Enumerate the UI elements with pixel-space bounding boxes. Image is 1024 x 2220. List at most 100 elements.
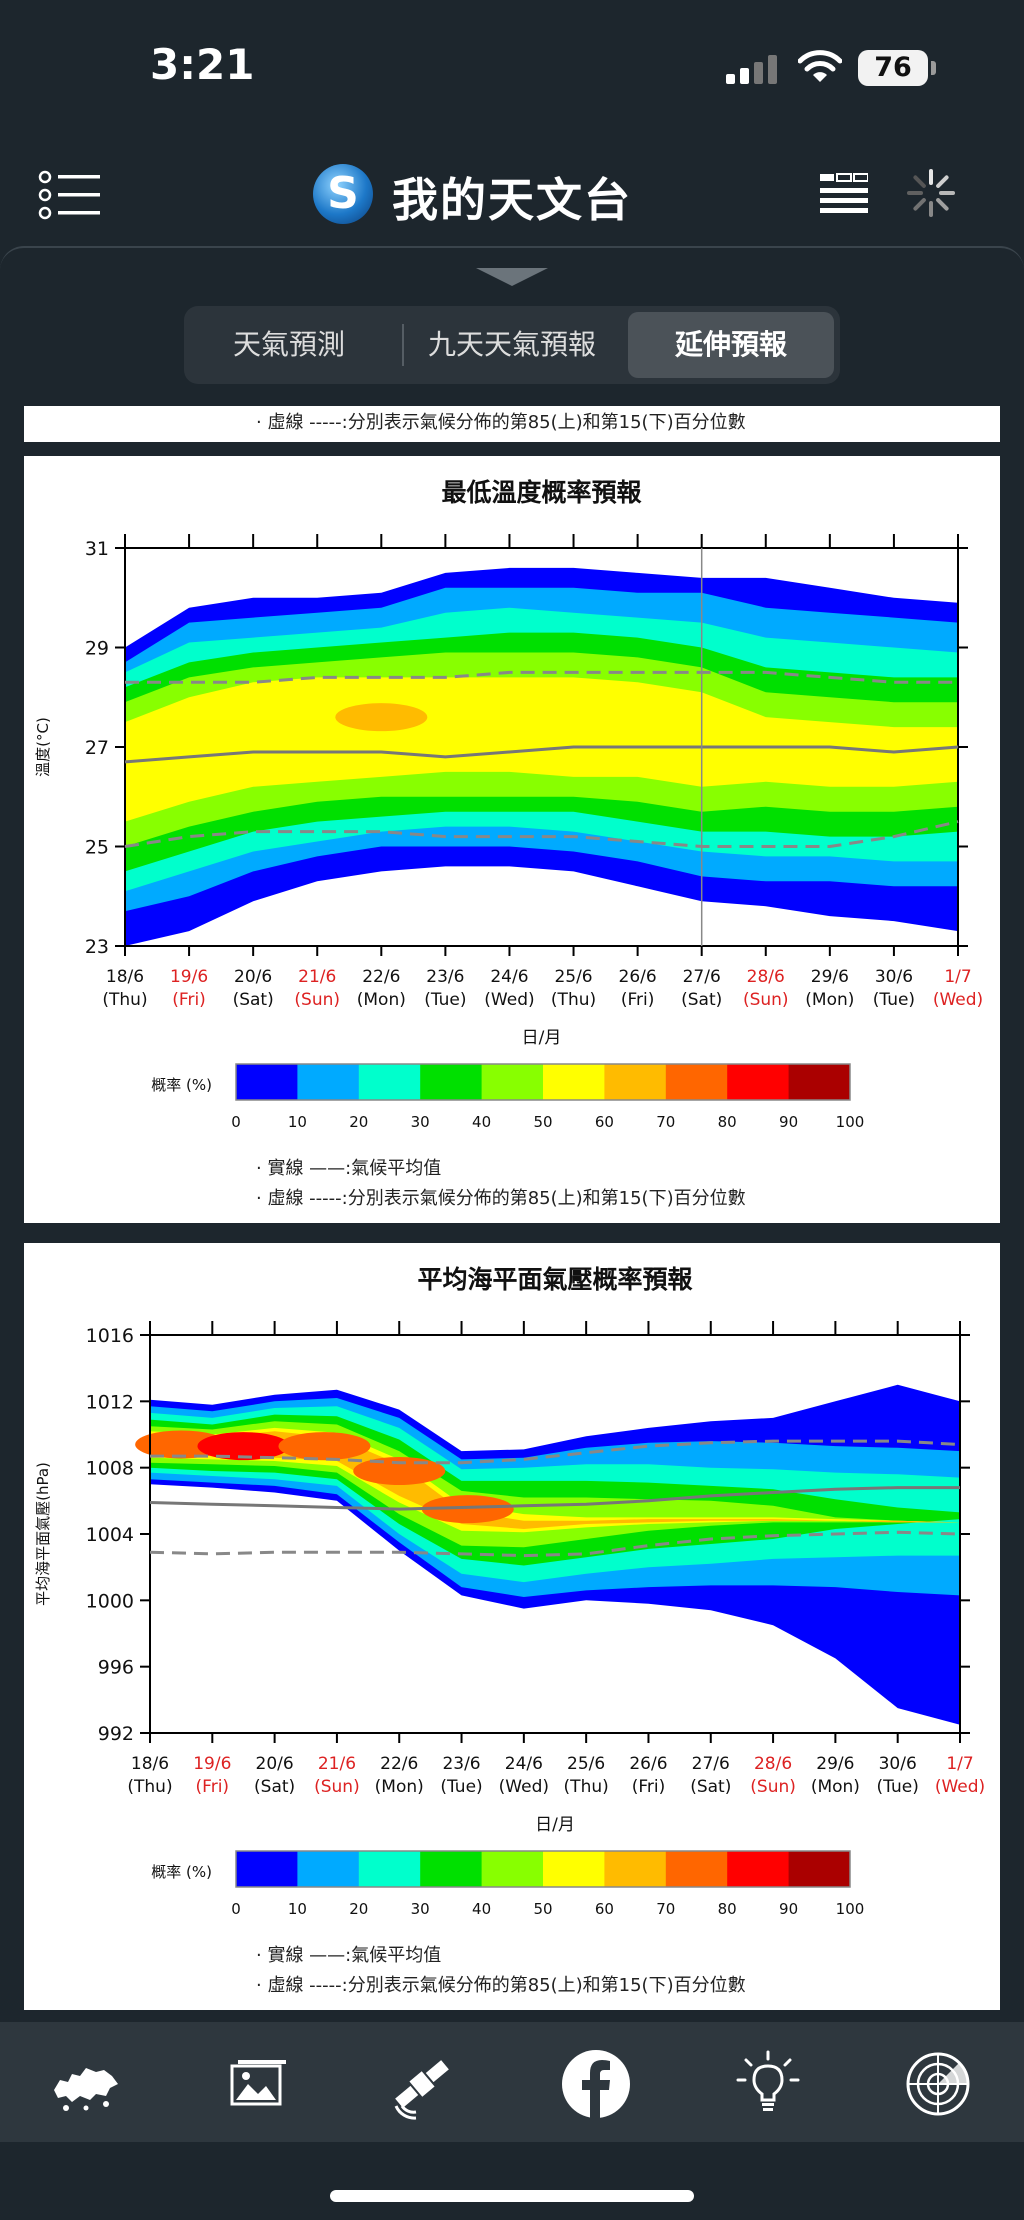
legend-swatch <box>297 1064 360 1100</box>
x-day-label: (Sat) <box>254 1777 295 1797</box>
x-day-label: (Sun) <box>743 990 789 1010</box>
legend-tick-label: 50 <box>533 1900 552 1918</box>
x-day-label: (Thu) <box>564 1777 609 1797</box>
legend-swatch <box>420 1851 483 1887</box>
weather-tips-bulb-icon[interactable] <box>728 2044 808 2124</box>
x-day-label: (Tue) <box>877 1777 919 1797</box>
x-day-label: (Sun) <box>750 1777 796 1797</box>
y-axis-label: 平均海平面氣壓(hPa) <box>34 1462 52 1606</box>
x-day-label: (Tue) <box>424 990 466 1010</box>
tab-extended-forecast[interactable]: 延伸預報 <box>628 312 834 378</box>
x-date-label: 21/6 <box>298 967 336 987</box>
battery-tip-icon <box>931 61 936 75</box>
legend-swatch <box>727 1064 790 1100</box>
x-day-label: (Fri) <box>196 1777 230 1797</box>
x-date-label: 20/6 <box>256 1754 294 1774</box>
legend-swatch <box>788 1064 851 1100</box>
legend-swatch <box>788 1851 851 1887</box>
probability-hotspot-70-80 <box>278 1432 371 1461</box>
y-axis-label: 溫度(°C) <box>34 717 52 777</box>
x-date-label: 24/6 <box>490 967 528 987</box>
legend-swatch <box>665 1064 728 1100</box>
legend-tick-label: 30 <box>411 1113 430 1131</box>
x-date-label: 28/6 <box>747 967 785 987</box>
chart-note: · 虛線 -----:分別表示氣候分佈的第85(上)和第15(下)百分位數 <box>256 1975 746 1996</box>
list-view-icon[interactable] <box>820 172 868 214</box>
chart-note: · 實線 ——:氣候平均值 <box>256 1158 441 1179</box>
facebook-icon[interactable] <box>556 2044 636 2124</box>
legend-label: 概率 (%) <box>151 1863 212 1881</box>
chart-note: · 虛線 -----:分別表示氣候分佈的第85(上)和第15(下)百分位數 <box>256 1188 746 1209</box>
probability-hotspot-70-80 <box>353 1456 446 1485</box>
x-date-label: 19/6 <box>193 1754 231 1774</box>
legend-tick-label: 70 <box>656 1900 675 1918</box>
climate-mean-line <box>149 1486 960 1511</box>
x-day-label: (Thu) <box>551 990 596 1010</box>
legend-tick-label: 80 <box>718 1113 737 1131</box>
y-tick-label: 25 <box>85 837 109 859</box>
app-header <box>0 150 1024 240</box>
legend-tick-label: 40 <box>472 1113 491 1131</box>
hong-kong-map-icon[interactable] <box>46 2044 126 2124</box>
y-tick-label: 1008 <box>86 1458 134 1480</box>
y-tick-label: 27 <box>85 737 109 759</box>
x-day-label: (Sat) <box>681 990 722 1010</box>
x-date-label: 1/7 <box>946 1754 973 1774</box>
x-date-label: 25/6 <box>567 1754 605 1774</box>
status-time: 3:21 <box>150 40 255 89</box>
x-day-label: (Mon) <box>357 990 406 1010</box>
legend-swatch <box>543 1064 605 1100</box>
x-day-label: (Fri) <box>632 1777 666 1797</box>
y-tick-label: 1004 <box>86 1524 134 1546</box>
y-tick-label: 31 <box>85 538 109 560</box>
menu-icon[interactable] <box>38 170 102 220</box>
tab-weather-forecast[interactable]: 天氣預測 <box>232 328 345 361</box>
battery-indicator: 76 <box>858 50 928 86</box>
satellite-icon[interactable] <box>382 2044 462 2124</box>
x-axis-label: 日/月 <box>522 1028 562 1048</box>
legend-swatch <box>358 1851 421 1887</box>
min-temperature-chart-card: 最低溫度概率預報 23 25 27 29 31 溫度(°C) 18/6 (Thu) 19/6 (Fr… <box>24 456 1000 1223</box>
y-tick-label: 992 <box>98 1723 134 1745</box>
previous-chart-card: · 虛線 -----:分別表示氣候分佈的第85(上)和第15(下)百分位數 <box>24 406 1000 442</box>
x-date-label: 29/6 <box>816 1754 854 1774</box>
legend-swatch <box>543 1851 605 1887</box>
cellular-signal-icon <box>726 54 782 84</box>
y-tick-label: 1016 <box>86 1325 134 1347</box>
x-date-label: 28/6 <box>754 1754 792 1774</box>
x-date-label: 20/6 <box>234 967 272 987</box>
y-tick-label: 1012 <box>86 1391 134 1413</box>
legend-tick-label: 100 <box>836 1900 865 1918</box>
radar-icon[interactable] <box>898 2044 978 2124</box>
chart-note: · 實線 ——:氣候平均值 <box>256 1945 441 1966</box>
drag-handle-icon[interactable] <box>476 268 548 286</box>
app-title: 我的天文台 <box>392 173 632 227</box>
tab-bar: 天氣預測 九天天氣預報 延伸預報 <box>184 306 840 384</box>
x-date-label: 18/6 <box>106 967 144 987</box>
x-day-label: (Tue) <box>873 990 915 1010</box>
pressure-chart-card: 平均海平面氣壓概率預報 992 996 1000 1004 1008 1012 1016 平均海… <box>24 1243 1000 2010</box>
x-day-label: (Fri) <box>172 990 206 1010</box>
refresh-spinner-icon[interactable] <box>906 168 956 218</box>
chart-title: 最低溫度概率預報 <box>441 478 642 507</box>
legend-tick-label: 60 <box>595 1113 614 1131</box>
tab-nine-day-forecast[interactable]: 九天天氣預報 <box>427 328 596 361</box>
legend-swatch <box>297 1851 360 1887</box>
x-day-label: (Mon) <box>811 1777 860 1797</box>
legend-swatch <box>604 1064 667 1100</box>
legend-tick-label: 90 <box>779 1113 798 1131</box>
p85-line <box>125 670 958 684</box>
legend-tick-label: 30 <box>411 1900 430 1918</box>
x-date-label: 21/6 <box>318 1754 356 1774</box>
legend-swatch <box>358 1064 421 1100</box>
y-tick-label: 29 <box>85 638 109 660</box>
legend-tick-label: 50 <box>533 1113 552 1131</box>
x-day-label: (Fri) <box>621 990 655 1010</box>
legend-tick-label: 0 <box>231 1113 241 1131</box>
probability-hotspot-80-90 <box>197 1432 290 1461</box>
legend-swatch <box>665 1851 728 1887</box>
image-gallery-icon[interactable] <box>216 2044 296 2124</box>
legend-swatch <box>727 1851 790 1887</box>
p85-line <box>150 1439 961 1465</box>
previous-chart-note: · 虛線 -----:分別表示氣候分佈的第85(上)和第15(下)百分位數 <box>256 412 746 433</box>
